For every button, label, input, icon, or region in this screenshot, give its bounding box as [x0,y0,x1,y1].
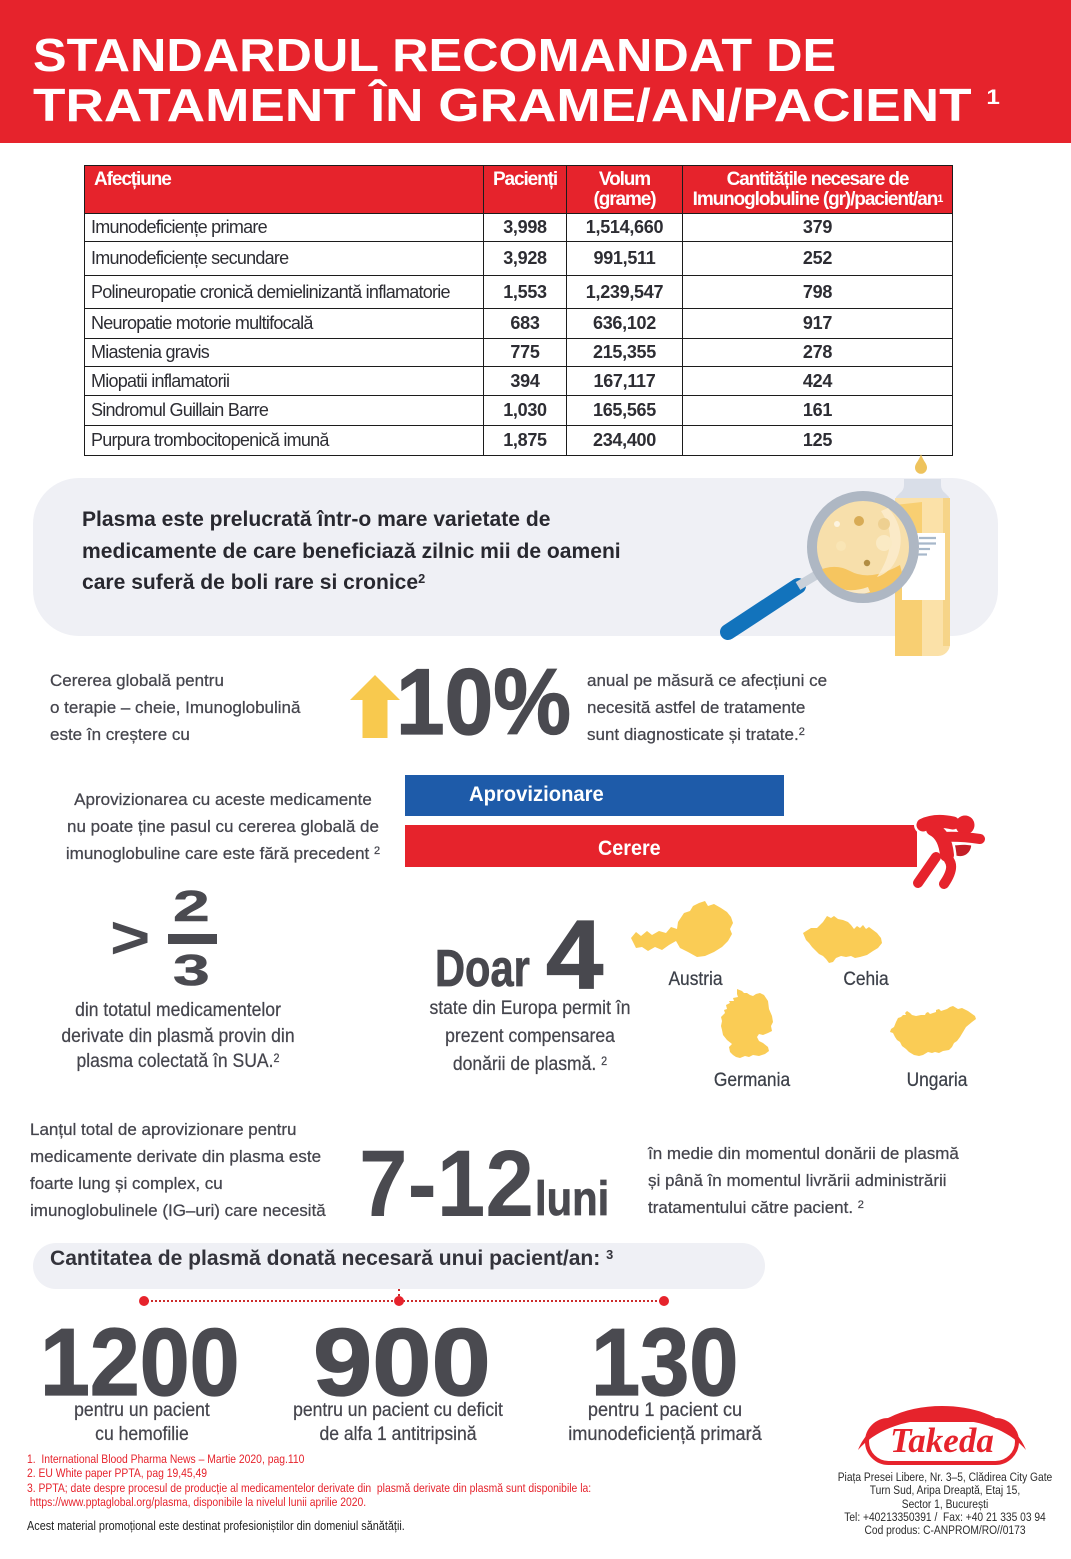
svg-text:Takeda: Takeda [890,1421,994,1460]
